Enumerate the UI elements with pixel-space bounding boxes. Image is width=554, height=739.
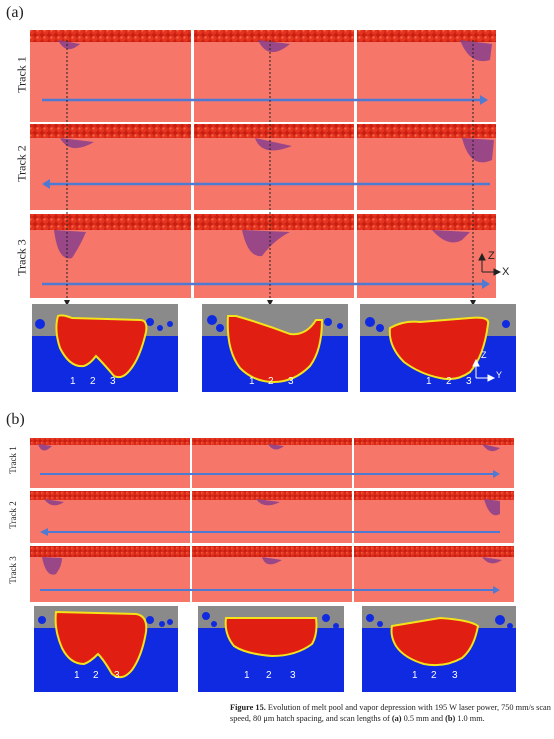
panel-b-section-1-pool-3: 3 bbox=[114, 670, 120, 681]
panel-b-section-2-pool-3: 3 bbox=[290, 670, 296, 681]
panel-a-section-2 bbox=[202, 304, 348, 392]
caption-figure-label: Figure 15. bbox=[230, 703, 266, 712]
panel-a-track-1-row bbox=[30, 30, 496, 122]
caption-text-1: Evolution of melt pool and vapor depress… bbox=[230, 703, 551, 723]
panel-a-section-3-pool-2: 2 bbox=[446, 376, 452, 387]
panel-b-section-3-pool-3: 3 bbox=[452, 670, 458, 681]
panel-a-xz-axes-icon bbox=[478, 252, 502, 276]
panel-b-section-3 bbox=[362, 606, 516, 692]
caption-part-b: (b) bbox=[445, 714, 456, 723]
figure-caption: Figure 15. Evolution of melt pool and va… bbox=[230, 702, 552, 724]
panel-a-cross-sections bbox=[32, 304, 516, 392]
panel-b-section-2-pool-2: 2 bbox=[266, 670, 272, 681]
panel-b-track-3-row bbox=[30, 546, 514, 602]
panel-b-section-2-pool-1: 1 bbox=[244, 670, 250, 681]
panel-a-section-2-pool-1: 1 bbox=[249, 376, 255, 387]
panel-b-3d-simulation bbox=[30, 438, 514, 602]
panel-a-section-2-pool-3: 3 bbox=[288, 376, 294, 387]
panel-a-section-3-pool-3: 3 bbox=[466, 376, 472, 387]
caption-text-2: 0.5 mm and bbox=[401, 714, 446, 723]
panel-a-label: (a) bbox=[6, 4, 24, 21]
panel-a-z-axis-label: Z bbox=[488, 250, 495, 262]
panel-a-section-z-label: Z bbox=[481, 350, 487, 360]
panel-a-track-3-row bbox=[30, 214, 496, 298]
panel-b-section-2 bbox=[198, 606, 344, 692]
panel-a-section-y-label: Y bbox=[496, 370, 503, 380]
caption-text-3: 1.0 mm. bbox=[455, 714, 485, 723]
panel-b-track-1-row bbox=[30, 438, 514, 488]
panel-b-section-3-pool-1: 1 bbox=[412, 670, 418, 681]
panel-a-x-axis-label: X bbox=[502, 266, 510, 278]
panel-b-cross-sections bbox=[34, 606, 516, 692]
panel-a-section-3 bbox=[360, 304, 516, 392]
panel-b-label: (b) bbox=[6, 411, 25, 428]
panel-a-section-1-pool-3: 3 bbox=[110, 376, 116, 387]
panel-b-section-1-pool-2: 2 bbox=[93, 670, 99, 681]
panel-a-section-1 bbox=[32, 304, 178, 392]
panel-a-section-1-pool-1: 1 bbox=[70, 376, 76, 387]
panel-a-section-1-pool-2: 2 bbox=[90, 376, 96, 387]
panel-a-section-2-pool-2: 2 bbox=[268, 376, 274, 387]
caption-part-a: (a) bbox=[391, 714, 402, 723]
panel-a-track-2-row bbox=[30, 124, 496, 210]
panel-a-yz-axes-icon bbox=[472, 358, 496, 382]
panel-b-track-2-row bbox=[30, 491, 514, 543]
panel-b-section-1-pool-1: 1 bbox=[74, 670, 80, 681]
panel-a-3d-simulation bbox=[30, 30, 502, 306]
panel-b-section-3-pool-2: 2 bbox=[431, 670, 437, 681]
panel-b-section-1 bbox=[34, 606, 178, 692]
panel-a-section-3-pool-1: 1 bbox=[426, 376, 432, 387]
